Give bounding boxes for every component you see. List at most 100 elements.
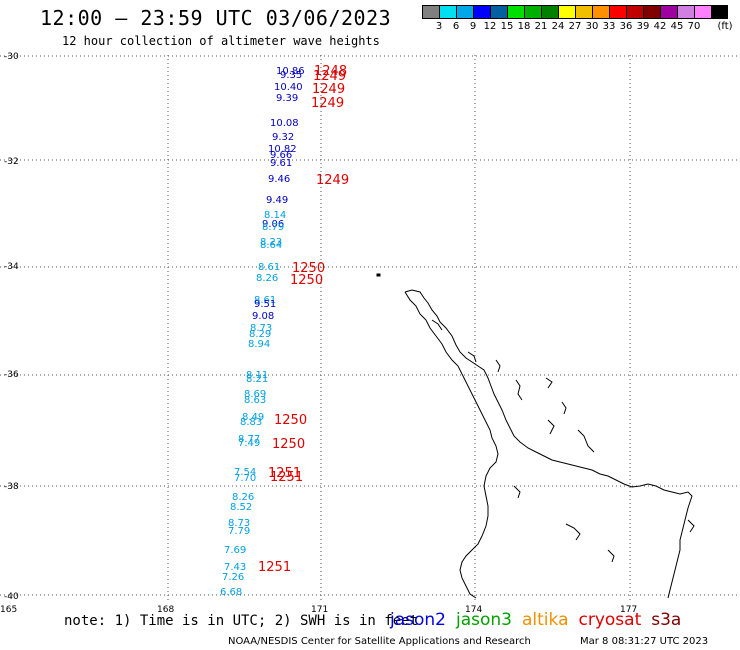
lat-label-40: -40 bbox=[4, 592, 19, 602]
axis-tick-labels: -30 -32 -34 -36 -38 -40 165 168 171 174 … bbox=[0, 52, 637, 615]
scale-swatch bbox=[507, 5, 524, 19]
wave-height-label: 8.52 bbox=[230, 502, 252, 513]
pass-time-label: 1249 bbox=[312, 82, 345, 97]
wave-height-label: 9.35 bbox=[280, 70, 302, 81]
scale-label: 18 bbox=[517, 21, 531, 32]
scale-label: 33 bbox=[602, 21, 616, 32]
wave-height-label: 8.77 bbox=[238, 434, 260, 445]
lon-label-171: 171 bbox=[311, 605, 328, 615]
scale-label: 6 bbox=[452, 21, 460, 32]
pass-time-label: 1249 bbox=[313, 69, 346, 84]
scale-swatch bbox=[626, 5, 643, 19]
wave-height-label: 8.83 bbox=[240, 417, 262, 428]
wave-height-label: 7.49 bbox=[238, 438, 260, 449]
wave-height-color-scale bbox=[422, 5, 728, 19]
scale-label: 15 bbox=[500, 21, 514, 32]
wave-height-label: 8.79 bbox=[262, 222, 284, 233]
wave-height-label: 9.49 bbox=[266, 195, 288, 206]
wave-height-label: 8.61 bbox=[254, 295, 276, 306]
pass-time-label: 1250 bbox=[272, 437, 305, 452]
scale-swatch bbox=[592, 5, 609, 19]
pass-time-label: 1250 bbox=[292, 261, 325, 276]
scale-label: 39 bbox=[636, 21, 650, 32]
wave-height-label: 8.21 bbox=[246, 374, 268, 385]
scale-swatch bbox=[541, 5, 558, 19]
scale-label: 30 bbox=[585, 21, 599, 32]
wave-height-label: 8.64 bbox=[260, 240, 282, 251]
lon-label-168: 168 bbox=[157, 605, 174, 615]
wave-height-label: 8.49 bbox=[242, 412, 264, 423]
pass-time-label: 1250 bbox=[290, 273, 323, 288]
wave-height-label: 8.29 bbox=[249, 329, 271, 340]
wave-height-label: 7.70 bbox=[234, 473, 256, 484]
wave-height-label: 8.23 bbox=[260, 237, 282, 248]
wave-height-label: 10.40 bbox=[274, 82, 303, 93]
wave-height-label: 9.66 bbox=[270, 150, 292, 161]
scale-swatch bbox=[677, 5, 694, 19]
scale-unit: (ft) bbox=[717, 21, 733, 32]
footer-note: note: 1) Time is in UTC; 2) SWH is in fe… bbox=[64, 613, 419, 629]
wave-height-label: 8.73 bbox=[228, 518, 250, 529]
satellite-legend: jason2 jason3 altika cryosat s3a bbox=[390, 610, 691, 630]
scale-label: 70 bbox=[687, 21, 701, 32]
scale-label: 27 bbox=[568, 21, 582, 32]
scale-label: 42 bbox=[653, 21, 667, 32]
lat-label-30: -30 bbox=[4, 52, 19, 62]
lon-label-174: 174 bbox=[465, 605, 482, 615]
wave-height-label: 9.06 bbox=[262, 219, 284, 230]
wave-height-label: 8.63 bbox=[244, 395, 266, 406]
lat-label-32: -32 bbox=[4, 157, 19, 167]
lat-label-36: -36 bbox=[4, 370, 19, 380]
scale-swatch bbox=[490, 5, 507, 19]
wave-height-label: 9.51 bbox=[254, 299, 276, 310]
wave-height-label: 7.43 bbox=[224, 562, 246, 573]
scale-swatch bbox=[643, 5, 660, 19]
scale-label: 36 bbox=[619, 21, 633, 32]
scale-swatch bbox=[609, 5, 626, 19]
wave-height-label: 8.61 bbox=[258, 262, 280, 273]
scale-swatch bbox=[558, 5, 575, 19]
page-subtitle: 12 hour collection of altimeter wave hei… bbox=[62, 34, 380, 48]
generated-timestamp: Mar 8 08:31:27 UTC 2023 bbox=[580, 636, 709, 647]
scale-label: 12 bbox=[483, 21, 497, 32]
wave-height-label: 9.32 bbox=[272, 132, 294, 143]
wave-height-label: 9.39 bbox=[276, 93, 298, 104]
scale-swatch bbox=[575, 5, 592, 19]
scale-swatch bbox=[473, 5, 490, 19]
scale-swatch bbox=[439, 5, 456, 19]
wave-height-label: 10.82 bbox=[268, 144, 297, 155]
scale-label: 21 bbox=[534, 21, 548, 32]
scale-label: 24 bbox=[551, 21, 565, 32]
scale-swatch bbox=[711, 5, 728, 19]
wave-height-label: 9.08 bbox=[252, 311, 274, 322]
scale-swatch bbox=[694, 5, 711, 19]
wave-height-label: 8.69 bbox=[244, 389, 266, 400]
satellite-legend-item: jason2 bbox=[390, 610, 446, 630]
satellite-legend-item: cryosat bbox=[578, 610, 642, 630]
lat-label-38: -38 bbox=[4, 482, 19, 492]
wave-height-label: 9.46 bbox=[268, 174, 290, 185]
scale-label: 3 bbox=[435, 21, 443, 32]
satellite-legend-item: s3a bbox=[651, 610, 682, 630]
wave-height-label: 7.26 bbox=[222, 572, 244, 583]
scale-swatch bbox=[422, 5, 439, 19]
lon-label-165: 165 bbox=[0, 605, 17, 615]
pass-time-label: 1251 bbox=[268, 466, 301, 481]
credit-line: NOAA/NESDIS Center for Satellite Applica… bbox=[228, 636, 531, 647]
scale-swatch bbox=[456, 5, 473, 19]
wave-height-label: 10.08 bbox=[270, 118, 299, 129]
islet-marker bbox=[376, 273, 381, 277]
wave-height-label: 8.11 bbox=[246, 370, 268, 381]
wave-height-label: 8.26 bbox=[232, 492, 254, 503]
north-island-coastline bbox=[376, 273, 695, 599]
pass-time-label: 1251 bbox=[270, 470, 303, 485]
wave-height-label: 8.73 bbox=[250, 323, 272, 334]
pass-time-label: 1248 bbox=[314, 64, 347, 79]
scale-swatch bbox=[524, 5, 541, 19]
pass-time-labels: 1248124912491249124912501250125012501251… bbox=[258, 64, 349, 575]
wave-height-label: 8.26 bbox=[256, 273, 278, 284]
pass-time-label: 1250 bbox=[274, 413, 307, 428]
page-title: 12:00 – 23:59 UTC 03/06/2023 bbox=[40, 6, 392, 30]
